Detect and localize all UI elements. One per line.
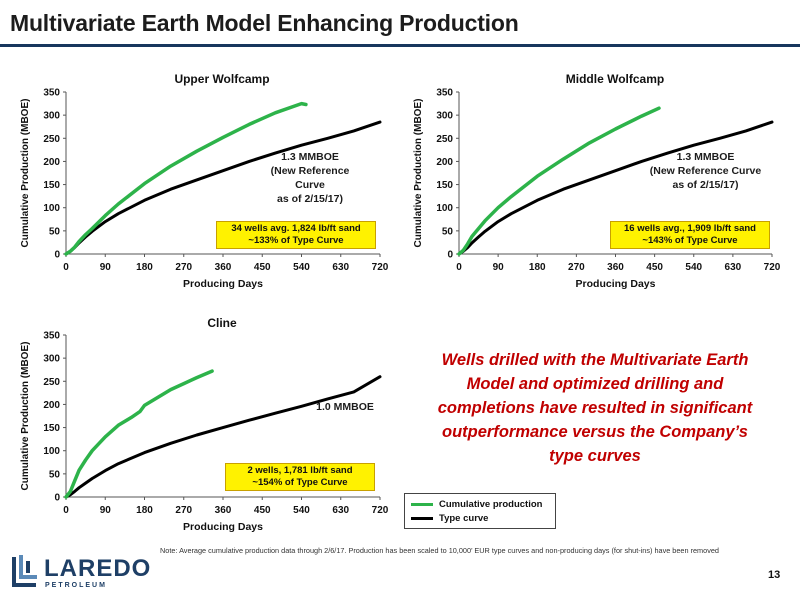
company-logo: LAREDO PETROLEUM xyxy=(10,553,150,593)
callout-line3: as of 2/15/17) xyxy=(277,193,343,205)
legend-swatch-type-curve xyxy=(411,516,433,520)
y-axis-label: Cumulative Production (MBOE) xyxy=(20,99,31,248)
callout-line1: 1.3 MMBOE xyxy=(281,151,339,163)
logo-wordmark: LAREDO xyxy=(44,555,152,582)
x-axis-label: Producing Days xyxy=(183,278,263,290)
x-tick-label: 540 xyxy=(293,262,310,273)
callout-line1: 1.0 MMBOE xyxy=(316,401,374,413)
x-tick-label: 720 xyxy=(372,262,389,273)
legend-swatch-cumulative xyxy=(411,502,433,506)
footnote: Note: Average cumulative production data… xyxy=(160,546,719,555)
box-line2: ~154% of Type Curve xyxy=(252,477,348,488)
x-tick-label: 90 xyxy=(100,262,112,273)
x-tick-label: 360 xyxy=(215,262,232,273)
callout-line1: 1.3 MMBOE xyxy=(676,151,735,163)
legend: Cumulative production Type curve xyxy=(404,493,556,529)
page-title: Multivariate Earth Model Enhancing Produ… xyxy=(10,10,519,36)
y-tick-label: 350 xyxy=(43,88,60,99)
box-line1: 16 wells avg., 1,909 lb/ft sand xyxy=(623,223,756,234)
chart-title-cline: Cline xyxy=(207,316,237,330)
y-tick-label: 100 xyxy=(43,203,60,214)
x-tick-label: 270 xyxy=(175,262,192,273)
key-message: Wells drilled with the Multivariate Eart… xyxy=(437,351,753,465)
box-line1: 2 wells, 1,781 lb/ft sand xyxy=(247,465,353,476)
title-divider xyxy=(0,44,800,47)
x-tick-label: 630 xyxy=(332,262,349,273)
chart-title-upper-wolfcamp: Upper Wolfcamp xyxy=(174,72,270,86)
legend-label: Type curve xyxy=(439,513,489,524)
callout-box-upper-wolfcamp: 34 wells avg. 1,824 lb/ft sand ~133% of … xyxy=(216,221,376,249)
callout-middle-wolfcamp: 1.3 MMBOE (New Reference Curve as of 2/1… xyxy=(648,150,763,192)
callout-box-cline: 2 wells, 1,781 lb/ft sand ~154% of Type … xyxy=(225,463,375,491)
page-number: 13 xyxy=(768,569,781,581)
y-tick-label: 0 xyxy=(54,250,60,261)
legend-label: Cumulative production xyxy=(439,499,543,510)
callout-line2: (New Reference Curve xyxy=(649,165,762,177)
x-tick-label: 180 xyxy=(136,262,153,273)
box-line2: ~143% of Type Curve xyxy=(642,235,738,246)
series-line-cumulative xyxy=(64,101,308,256)
callout-line3: as of 2/15/17) xyxy=(672,179,739,191)
callout-cline: 1.0 MMBOE xyxy=(305,400,385,414)
chart-title-middle-wolfcamp: Middle Wolfcamp xyxy=(565,72,665,86)
y-tick-label: 300 xyxy=(43,111,60,122)
logo-subtext: PETROLEUM xyxy=(45,582,107,589)
box-line2: ~133% of Type Curve xyxy=(248,235,344,246)
legend-item-type-curve: Type curve xyxy=(411,513,488,524)
y-tick-label: 250 xyxy=(43,134,60,145)
y-tick-label: 50 xyxy=(49,226,61,237)
x-tick-label: 0 xyxy=(63,262,69,273)
box-line1: 34 wells avg. 1,824 lb/ft sand xyxy=(231,223,361,234)
y-tick-label: 150 xyxy=(43,180,60,191)
x-tick-label: 450 xyxy=(254,262,271,273)
callout-upper-wolfcamp: 1.3 MMBOE (New Reference Curve as of 2/1… xyxy=(255,150,365,206)
callout-box-middle-wolfcamp: 16 wells avg., 1,909 lb/ft sand ~143% of… xyxy=(610,221,770,249)
laredo-logo-icon xyxy=(12,555,37,587)
callout-line2: (New Reference Curve xyxy=(270,165,350,191)
y-tick-label: 200 xyxy=(43,157,60,168)
legend-item-cumulative: Cumulative production xyxy=(411,499,542,510)
